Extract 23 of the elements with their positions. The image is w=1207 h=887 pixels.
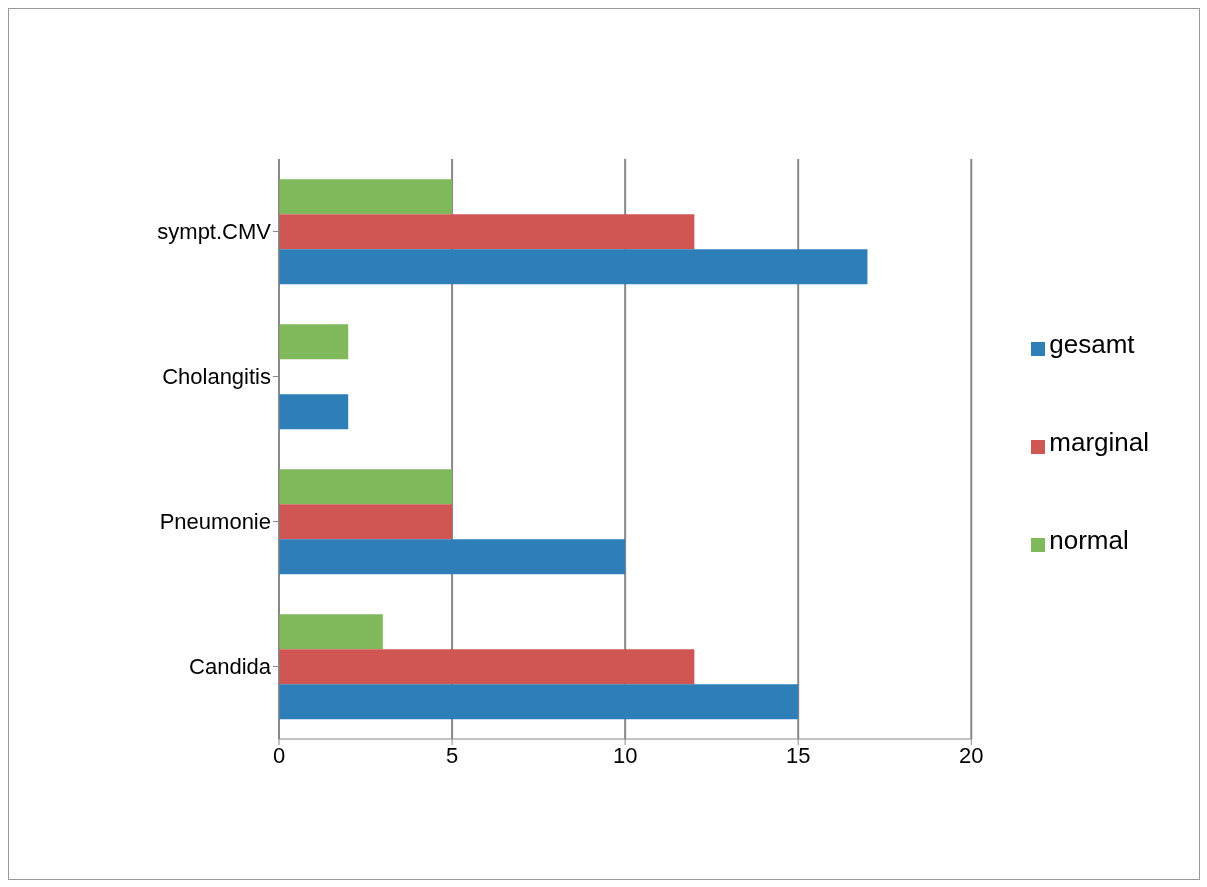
- y-tick-label: Cholangitis: [162, 364, 271, 390]
- bar: [279, 324, 349, 360]
- bar: [279, 249, 868, 285]
- bar: [279, 649, 695, 685]
- y-tick-label: Candida: [189, 654, 272, 680]
- x-tick-label: 10: [612, 742, 638, 768]
- bar: [279, 214, 695, 250]
- bar: [279, 179, 453, 215]
- x-tick-label: 5: [445, 742, 459, 768]
- bar: [279, 394, 349, 430]
- bar: [279, 684, 799, 720]
- bar: [279, 539, 626, 575]
- legend-label: normal: [1049, 525, 1129, 555]
- y-tick-label: sympt.CMV: [157, 219, 272, 245]
- legend-label: gesamt: [1049, 329, 1135, 359]
- bar: [279, 504, 453, 540]
- x-tick-label: 15: [785, 742, 811, 768]
- x-tick-label: 20: [959, 742, 984, 768]
- bar: [279, 614, 383, 650]
- bar: [279, 469, 453, 505]
- legend-label: marginal: [1049, 427, 1149, 457]
- x-tick-label: 0: [272, 742, 286, 768]
- y-tick-label: Pneumonie: [159, 509, 271, 535]
